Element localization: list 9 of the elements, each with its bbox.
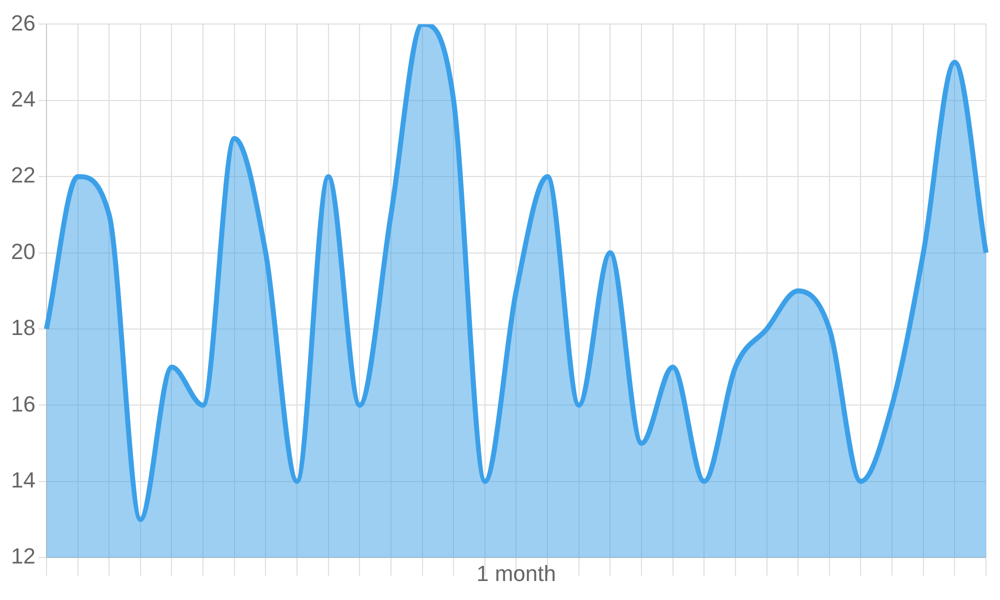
x-axis-title: 1 month <box>476 560 556 586</box>
y-tick-label: 18 <box>10 315 36 340</box>
y-tick-label: 24 <box>10 86 36 112</box>
y-tick-label: 26 <box>10 10 36 36</box>
y-tick-label: 20 <box>10 238 36 264</box>
y-tick-label: 22 <box>10 162 36 188</box>
y-tick-label: 12 <box>10 544 36 569</box>
y-tick-label: 16 <box>10 391 36 416</box>
y-tick-label: 14 <box>10 467 36 492</box>
